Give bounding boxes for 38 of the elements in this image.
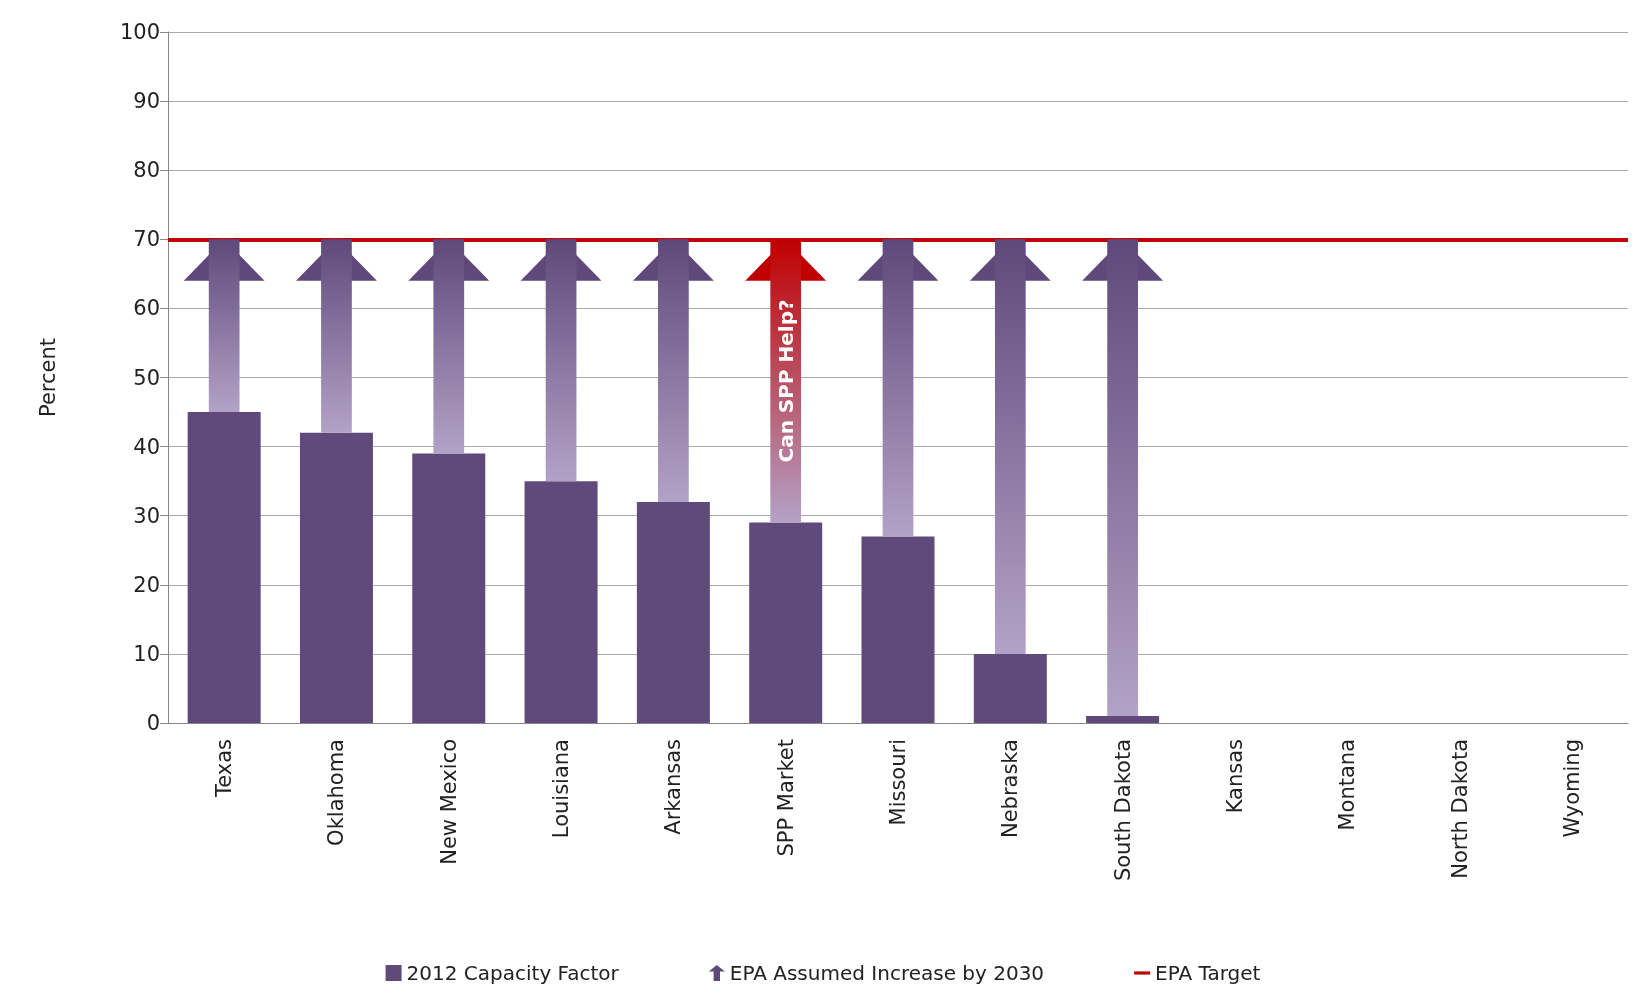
x-tick-label: North Dakota bbox=[1447, 739, 1472, 879]
x-tick-label: Louisiana bbox=[549, 739, 574, 839]
bar bbox=[187, 412, 261, 723]
x-tick-label: Oklahoma bbox=[324, 739, 349, 846]
x-tick-label: Missouri bbox=[886, 739, 910, 826]
y-axis-title: Percent bbox=[35, 337, 60, 418]
y-tick-label: 40 bbox=[133, 434, 160, 459]
y-tick-label: 50 bbox=[133, 365, 160, 390]
bar bbox=[524, 481, 598, 723]
y-tick-label: 10 bbox=[133, 641, 160, 666]
legend-label: EPA Assumed Increase by 2030 bbox=[729, 961, 1045, 985]
bar bbox=[861, 536, 935, 723]
bar bbox=[636, 501, 710, 723]
bar bbox=[973, 653, 1047, 723]
y-tick-label: 20 bbox=[133, 572, 160, 597]
y-tick-label: 80 bbox=[133, 158, 160, 183]
y-tick-label: 30 bbox=[133, 503, 160, 528]
bar bbox=[412, 453, 486, 723]
legend-label: 2012 Capacity Factor bbox=[406, 961, 620, 985]
bar bbox=[1086, 716, 1160, 723]
x-tick-label: Texas bbox=[212, 739, 237, 799]
y-tick-label: 70 bbox=[133, 227, 160, 252]
annotation: Can SPP Help? bbox=[773, 299, 798, 463]
x-tick-label: Montana bbox=[1335, 739, 1360, 831]
y-tick-label: 90 bbox=[133, 89, 160, 114]
x-tick-label: Wyoming bbox=[1559, 739, 1584, 838]
y-tick-label: 100 bbox=[119, 20, 160, 44]
bar bbox=[749, 522, 823, 723]
y-tick-label: 0 bbox=[146, 711, 160, 735]
legend-label: EPA Target bbox=[1155, 961, 1261, 985]
x-tick-label: Kansas bbox=[1222, 739, 1247, 814]
x-tick-label: New Mexico bbox=[436, 739, 461, 865]
x-tick-label: Nebraska bbox=[998, 739, 1023, 839]
x-tick-label: SPP Market bbox=[773, 739, 798, 857]
x-tick-label: Arkansas bbox=[661, 739, 686, 835]
bar bbox=[299, 432, 373, 723]
y-tick-label: 60 bbox=[133, 296, 160, 321]
x-tick-label: South Dakota bbox=[1110, 739, 1135, 882]
